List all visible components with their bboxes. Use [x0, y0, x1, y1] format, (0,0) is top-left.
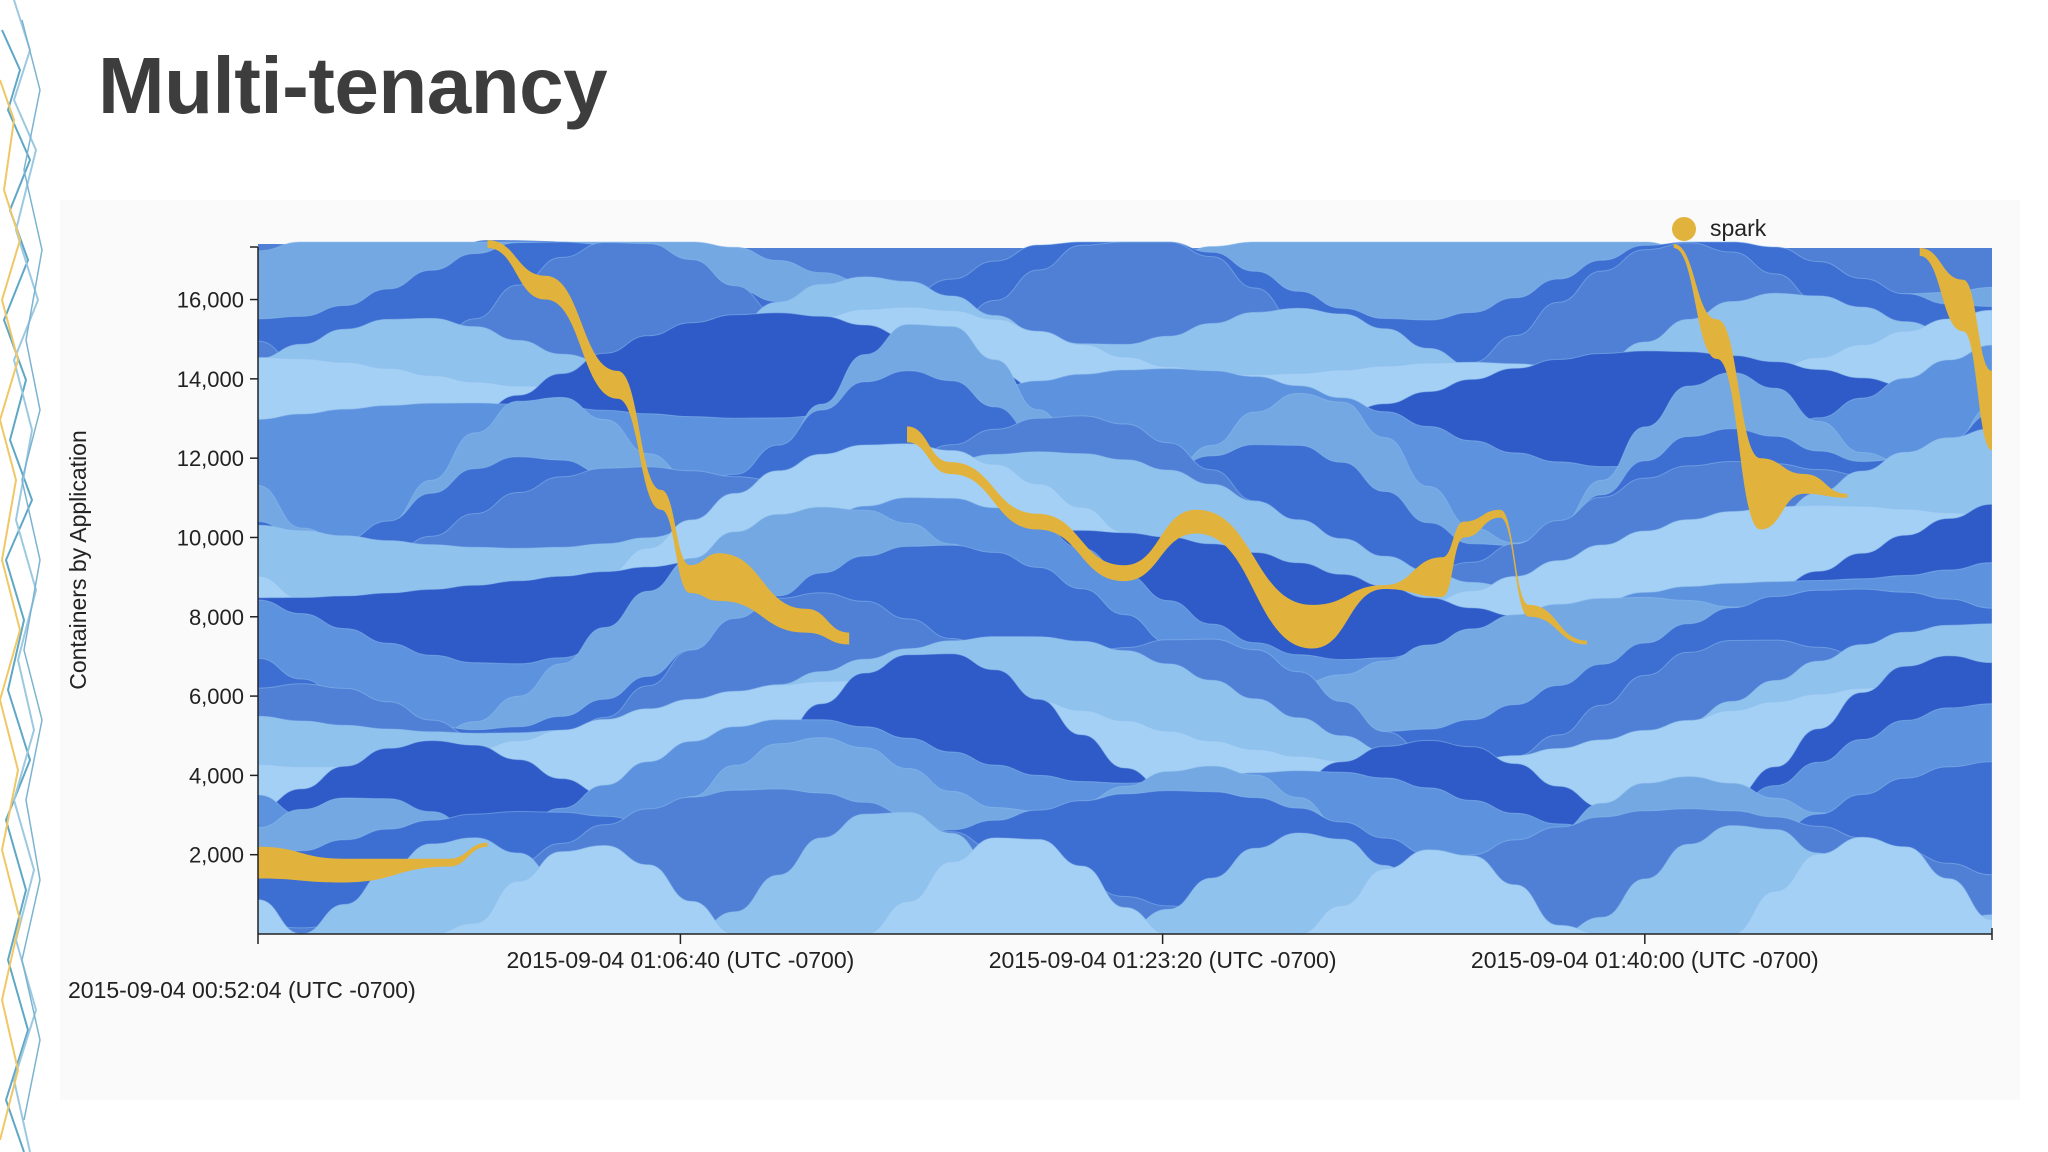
spark-layer-segment: [1500, 509, 1587, 645]
y-tick-label: 2,000: [189, 843, 244, 868]
application-layer: [258, 836, 1992, 934]
y-tick-label: 4,000: [189, 763, 244, 788]
spark-layer-segment: [487, 240, 850, 645]
y-tick-label: 12,000: [177, 446, 244, 471]
legend-swatch: [1672, 217, 1696, 241]
y-tick-label: 14,000: [177, 367, 244, 392]
y-tick-label: 6,000: [189, 684, 244, 709]
legend-label: spark: [1710, 215, 1767, 241]
application-layers: [258, 241, 1992, 934]
y-tick-label: 8,000: [189, 605, 244, 630]
y-axis-title: Containers by Application: [65, 430, 91, 690]
spark-layer-segment: [258, 842, 488, 883]
y-tick-label: 16,000: [177, 288, 244, 313]
slide-title: Multi-tenancy: [98, 41, 608, 130]
x-tick-label: 2015-09-04 00:52:04 (UTC -0700): [68, 977, 416, 1003]
spark-layer-segment: [1919, 248, 1992, 451]
x-tick-label: 2015-09-04 01:23:20 (UTC -0700): [989, 947, 1337, 973]
side-decoration: [0, 0, 46, 1152]
x-tick-label: 2015-09-04 01:06:40 (UTC -0700): [507, 947, 855, 973]
y-tick-label: 10,000: [177, 525, 244, 550]
spark-layer-segment: [1673, 244, 1848, 530]
x-tick-label: 2015-09-04 01:40:00 (UTC -0700): [1471, 947, 1819, 973]
